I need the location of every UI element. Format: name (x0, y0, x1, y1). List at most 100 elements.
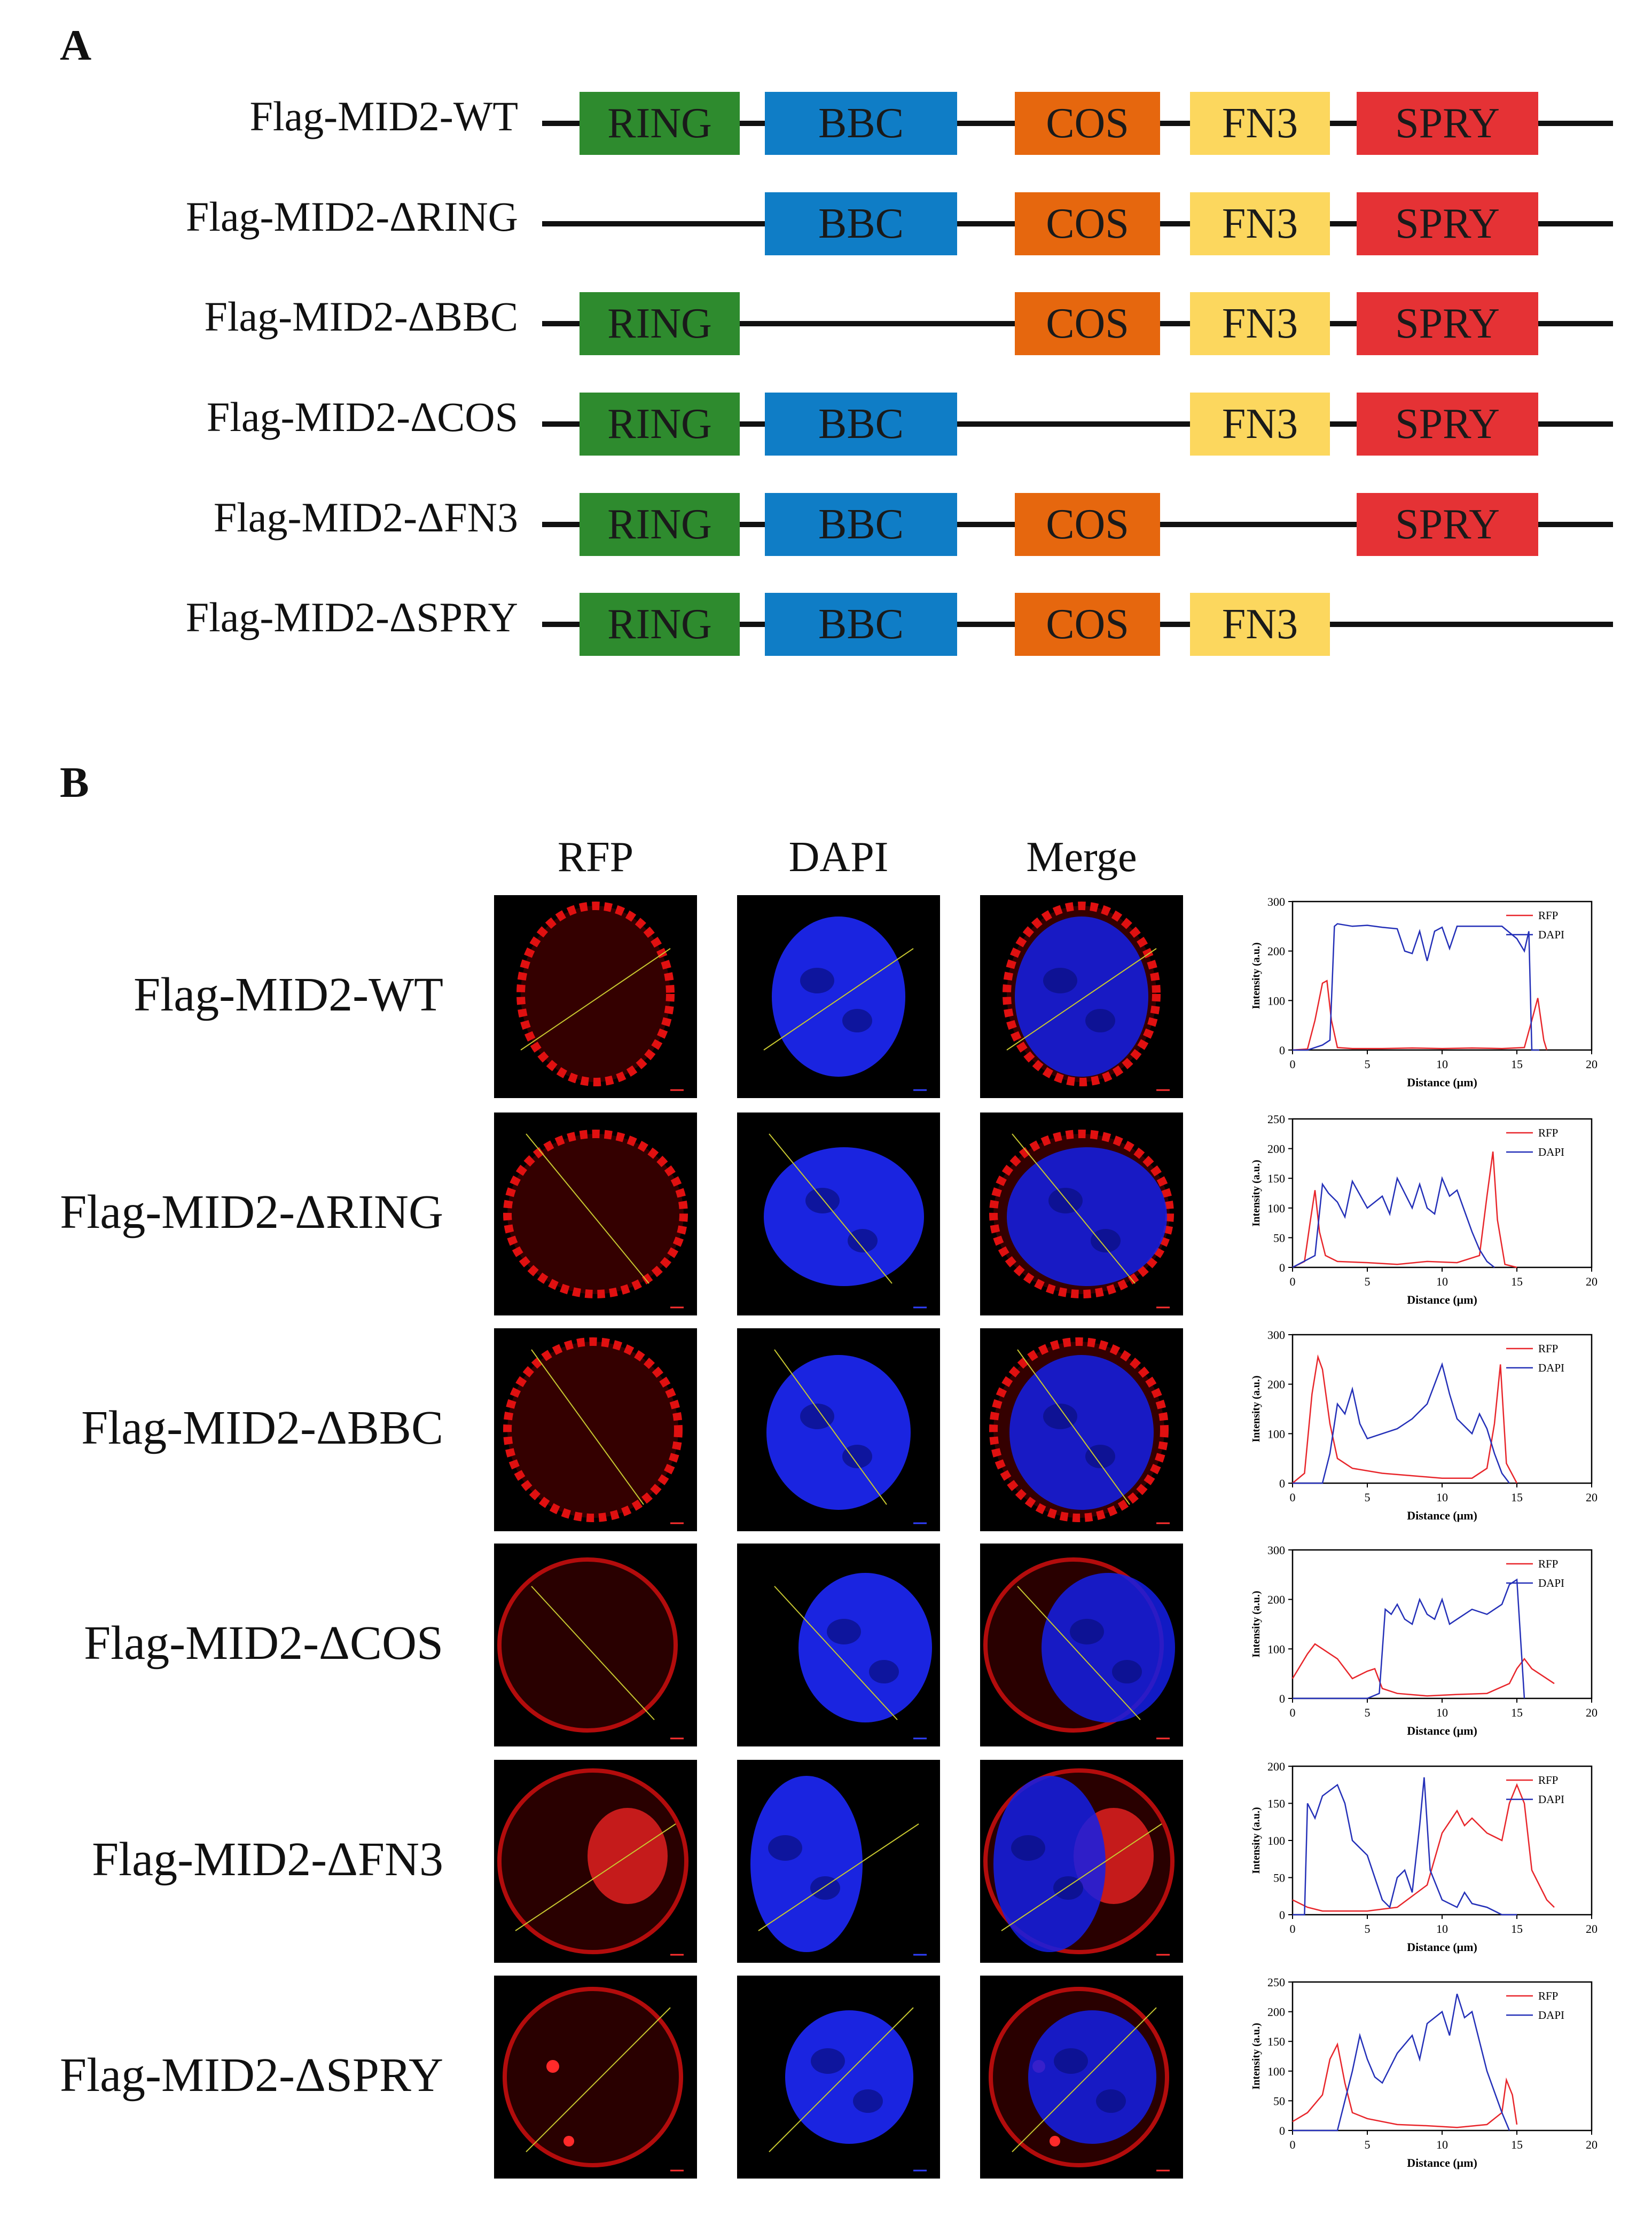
row-label: Flag-MID2-ΔRING (60, 1186, 443, 1239)
y-tick-label: 200 (1267, 1593, 1285, 1607)
micrograph-merge (980, 895, 1183, 1098)
series-line-rfp (1292, 2042, 1518, 2128)
micrograph-rfp (494, 1544, 697, 1746)
x-tick-label: 20 (1586, 1706, 1598, 1719)
construct-row: Flag-MID2-WT RING BBC COS FN3 SPRY (0, 83, 1652, 168)
plot-frame (1291, 1981, 1593, 2132)
y-tick-label: 300 (1267, 895, 1285, 908)
x-axis-label: Distance (μm) (1407, 1293, 1477, 1306)
series-line-rfp (1292, 1151, 1517, 1268)
y-tick-label: 0 (1279, 1477, 1285, 1490)
x-tick-label: 20 (1586, 1922, 1598, 1936)
micrograph-merge (980, 1976, 1183, 2179)
micrograph-image (503, 1987, 684, 2172)
legend-label: RFP (1538, 1989, 1558, 2002)
micrograph-image (989, 1337, 1170, 1524)
x-tick-label: 20 (1586, 1275, 1598, 1288)
series-line-rfp (1291, 1643, 1555, 1697)
y-tick-label: 150 (1267, 2035, 1285, 2048)
domain-cos: COS (1015, 292, 1160, 355)
construct-row: Flag-MID2-ΔRING BBC COS FN3 SPRY (0, 183, 1652, 269)
y-tick-label: 100 (1267, 1642, 1285, 1656)
line-profile-chart: 0 100 200 300 0 5 10 15 20 Distance (μm) Intensity… (1250, 1328, 1598, 1522)
x-tick-label: 10 (1436, 1922, 1448, 1936)
micrograph-image (1003, 902, 1170, 1091)
plot-frame (1291, 1334, 1593, 1484)
micrograph-image (989, 1987, 1170, 2172)
domain-spry: SPRY (1357, 493, 1538, 556)
micrograph-image (989, 1130, 1174, 1309)
x-axis-label: Distance (μm) (1407, 1940, 1477, 1954)
legend-label: DAPI (1538, 1361, 1564, 1374)
row-label: Flag-MID2-ΔFN3 (92, 1833, 443, 1886)
x-tick-label: 0 (1290, 1491, 1296, 1504)
domain-fn3: FN3 (1190, 192, 1330, 255)
legend-label: DAPI (1538, 2009, 1564, 2022)
x-tick-label: 5 (1365, 1491, 1371, 1504)
y-tick-label: 150 (1267, 1797, 1285, 1811)
domain-spry: SPRY (1357, 292, 1538, 355)
line-profile-chart: 0 50 100 150 200 250 0 5 10 15 20 Distance (μm) Inte… (1250, 1976, 1598, 2169)
x-tick-label: 10 (1436, 2138, 1448, 2151)
x-tick-label: 15 (1511, 2138, 1523, 2151)
legend-label: DAPI (1538, 1146, 1564, 1158)
micrograph-image (774, 1573, 932, 1740)
domain-ring: RING (580, 92, 740, 155)
micrograph-image (983, 1557, 1175, 1740)
series-line-dapi (1293, 1362, 1510, 1484)
micrograph-image (763, 916, 927, 1091)
series-line-dapi (1292, 1176, 1495, 1268)
y-tick-label: 250 (1267, 1976, 1285, 1989)
x-tick-label: 0 (1290, 1706, 1296, 1719)
column-header-rfp: RFP (557, 834, 634, 881)
panel-a-letter: A (60, 21, 92, 69)
x-axis-label: Distance (μm) (1407, 1509, 1477, 1522)
y-tick-label: 50 (1273, 2094, 1285, 2108)
micrograph-image (503, 1337, 684, 1524)
x-tick-label: 10 (1436, 1275, 1448, 1288)
domain-bbc: BBC (765, 493, 957, 556)
construct-label: Flag-MID2-ΔFN3 (213, 494, 518, 540)
legend-label: RFP (1538, 1557, 1558, 1570)
micrograph-rfp (494, 895, 697, 1098)
micrograph-image (503, 1130, 688, 1309)
micrograph-image (516, 902, 684, 1091)
y-tick-label: 100 (1267, 1834, 1285, 1847)
series-line-rfp (1292, 1354, 1518, 1484)
series-line-dapi (1293, 1777, 1517, 1916)
domain-cos: COS (1015, 593, 1160, 656)
domain-cos: COS (1015, 92, 1160, 155)
y-axis-label: Intensity (a.u.) (1250, 1375, 1262, 1442)
micrograph-rfp (494, 1113, 697, 1315)
x-tick-label: 10 (1436, 1057, 1448, 1071)
y-tick-label: 100 (1267, 994, 1285, 1007)
y-axis-label: Intensity (a.u.) (1250, 2023, 1262, 2089)
x-tick-label: 0 (1290, 2138, 1296, 2151)
micrograph-rfp (494, 1328, 697, 1531)
row-label: Flag-MID2-ΔBBC (81, 1401, 443, 1454)
micrograph-image (750, 1776, 927, 1956)
y-tick-label: 100 (1267, 1427, 1285, 1440)
domain-cos: COS (1015, 493, 1160, 556)
y-tick-label: 200 (1267, 1760, 1285, 1773)
micrograph-image (983, 1768, 1175, 1956)
micrograph-merge (980, 1328, 1183, 1531)
column-header-merge: Merge (1026, 834, 1137, 881)
construct-row: Flag-MID2-ΔSPRY RING BBC COS FN3 (0, 584, 1652, 669)
micrograph-image (497, 1557, 684, 1740)
x-tick-label: 15 (1511, 1057, 1523, 1071)
y-tick-label: 200 (1267, 1142, 1285, 1156)
series-line-rfp (1292, 980, 1548, 1051)
row-label: Flag-MID2-ΔCOS (84, 1617, 443, 1670)
backbone-line (542, 421, 1613, 427)
x-tick-label: 0 (1290, 1057, 1296, 1071)
x-tick-label: 5 (1365, 1275, 1371, 1288)
legend-label: RFP (1538, 909, 1558, 922)
plot-frame (1291, 1765, 1593, 1916)
micrograph-merge (980, 1544, 1183, 1746)
x-axis-label: Distance (μm) (1407, 1076, 1477, 1089)
domain-bbc: BBC (765, 393, 957, 456)
x-tick-label: 5 (1365, 2138, 1371, 2151)
domain-bbc: BBC (765, 192, 957, 255)
micrograph-dapi (737, 1113, 940, 1315)
